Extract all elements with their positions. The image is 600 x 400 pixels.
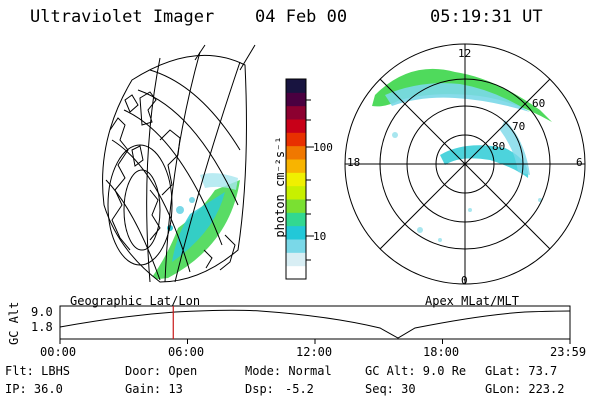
filter-readout: Flt: LBHS [5,364,71,378]
dsp-label: Dsp: [245,382,274,396]
colorbar-swatch [286,105,306,120]
apex-caption: Apex MLat/MLT [425,294,519,308]
x-tick-2: 12:00 [296,345,333,359]
colorbar-swatch [286,92,306,107]
gain-readout: Gain: 13 [125,382,183,396]
geo-caption: Geographic Lat/Lon [70,294,201,308]
altitude-min-tick: 1.8 [31,320,53,334]
colorbar-swatch [286,199,306,213]
colorbar-swatch [286,239,306,253]
door-readout: Door: Open [125,364,198,378]
x-tick-0: 00:00 [40,345,77,359]
glon-readout: GLon: 223.2 [485,382,565,396]
geo-grid [102,44,256,283]
mlt-6-label: 6 [576,156,583,169]
mlat-60-label: 60 [532,97,546,110]
ip-readout: IP: 36.0 [5,382,63,396]
instrument-title: Ultraviolet Imager [30,7,215,27]
colorbar-swatch [286,265,306,280]
altitude-axis-label: GC Alt [7,301,21,345]
colorbar-swatch [286,79,306,93]
altitude-curve [59,309,571,339]
colorbar-swatch [286,225,306,240]
time-label: 05:19:31 UT [430,7,543,27]
mlt-18-label: 18 [347,156,361,169]
x-tick-3: 18:00 [423,345,460,359]
colorbar-swatch [286,145,306,160]
altitude-max-tick: 9.0 [31,305,53,319]
colorbar-swatch [286,252,306,267]
colorbar-tick-10: 10 [313,230,327,243]
mlat-80-label: 80 [492,140,506,153]
colorbar-swatch [286,212,306,227]
colorbar-tick-100: 100 [313,141,333,154]
x-tick-4: 23:59 [550,345,587,359]
glat-readout: GLat: 73.7 [485,364,558,378]
colorbar-swatch [286,119,306,133]
seq-readout: Seq: 30 [365,382,416,396]
date-label: 04 Feb 00 [255,7,348,27]
colorbar-swatch [286,132,306,147]
coastlines [109,91,236,271]
dsp-value: -5.2 [285,382,314,396]
colorbar-swatches [286,79,306,280]
polar-grid [344,43,586,285]
mlat-70-label: 70 [512,120,526,133]
colorbar-swatch [286,159,306,173]
mlt-12-label: 12 [458,47,472,60]
mode-readout: Mode: Normal [245,364,332,378]
colorbar-swatch [286,172,306,187]
x-tick-1: 06:00 [168,345,205,359]
colorbar-swatch [286,185,306,200]
mlt-0-label: 0 [461,274,468,287]
altitude-plot-frame [59,305,571,340]
gc-alt-readout: GC Alt: 9.0 Re [365,364,467,378]
